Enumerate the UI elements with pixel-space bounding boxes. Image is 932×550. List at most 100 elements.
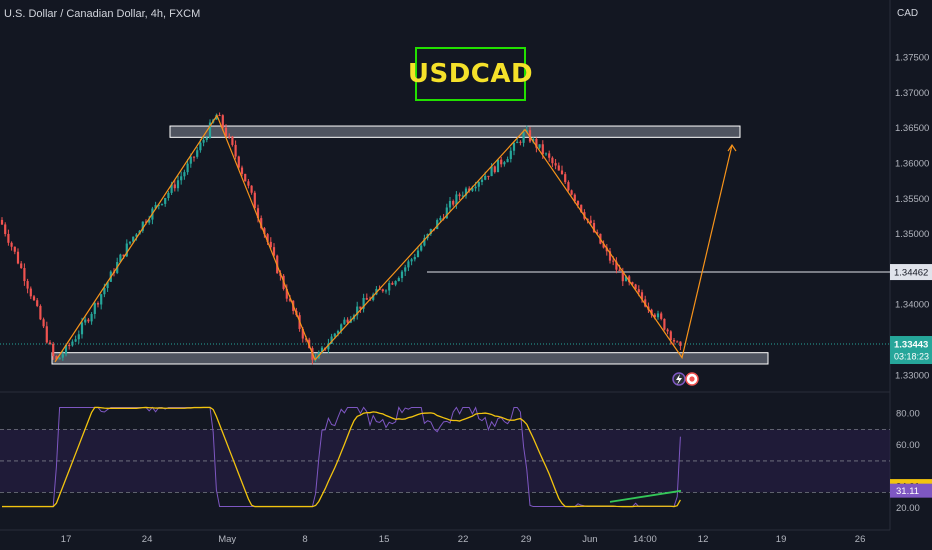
candle-body	[4, 224, 7, 234]
rsi-ma-line	[2, 406, 681, 508]
candle-body	[464, 188, 468, 196]
candle-body	[183, 172, 186, 177]
candle-body	[23, 268, 26, 282]
candle	[0, 217, 4, 226]
candle-body	[71, 341, 74, 346]
candle-body	[42, 319, 45, 327]
candle-body	[173, 184, 176, 189]
candle	[615, 257, 618, 274]
candle-body	[196, 150, 199, 157]
candle	[7, 229, 10, 246]
time-tick-label: 15	[379, 534, 390, 545]
level-price-label: 1.34462	[894, 268, 928, 279]
support-zone	[51, 352, 769, 365]
candle	[679, 341, 682, 351]
candle-body	[455, 194, 458, 205]
candle-body	[253, 192, 256, 209]
candle	[554, 159, 557, 170]
candle-body	[397, 278, 400, 282]
candle	[404, 264, 407, 276]
candle	[388, 280, 391, 296]
candle	[160, 203, 164, 206]
candle-body	[362, 297, 365, 309]
candle	[516, 138, 519, 144]
candle	[458, 192, 461, 200]
candle	[13, 246, 16, 255]
candle	[68, 342, 71, 350]
candle-body	[154, 204, 157, 209]
candle-body	[532, 138, 535, 142]
candle	[381, 288, 384, 293]
candle	[106, 281, 109, 292]
zigzag-path	[54, 114, 737, 363]
candle-body	[327, 343, 330, 350]
candle	[141, 221, 144, 233]
price-tick-label: 1.36500	[895, 123, 929, 134]
candle	[522, 129, 525, 147]
candle-body	[391, 283, 394, 285]
candle-body	[541, 144, 544, 155]
candle	[71, 339, 74, 347]
candle-body	[660, 313, 663, 319]
candle-body	[164, 198, 167, 204]
candle	[26, 278, 29, 294]
candle-body	[29, 288, 32, 297]
candle-body	[666, 329, 669, 332]
candle-body	[7, 233, 10, 243]
candle-body	[48, 342, 52, 344]
candle-body	[592, 223, 596, 233]
candle-body	[192, 156, 196, 158]
candle-body	[263, 228, 266, 235]
candle	[548, 150, 551, 162]
candle	[148, 215, 151, 225]
candle	[256, 204, 260, 223]
candle-body	[503, 162, 506, 165]
candle	[231, 135, 234, 147]
rsi-tick-label: 20.00	[896, 503, 920, 514]
candle-body	[471, 188, 474, 191]
candle	[503, 160, 506, 167]
candle-body	[602, 243, 605, 248]
candle	[544, 152, 548, 156]
candle-body	[237, 156, 240, 168]
candle-body	[141, 221, 144, 231]
candle-body	[320, 347, 324, 353]
candle	[23, 263, 26, 286]
horizontal-levels	[0, 271, 890, 345]
candle-body	[234, 144, 237, 157]
candle	[384, 289, 388, 294]
candle	[356, 301, 359, 320]
candle-body	[80, 322, 84, 335]
zigzag-arrowhead	[727, 144, 737, 152]
candle-body	[653, 314, 656, 318]
candle	[676, 340, 679, 343]
candle	[455, 191, 458, 209]
price-tick-label: 1.35000	[895, 229, 929, 240]
candle	[228, 133, 231, 139]
candle-body	[618, 269, 621, 271]
candle	[32, 294, 36, 302]
candle-body	[372, 294, 375, 300]
candle	[285, 284, 288, 302]
candle-body	[608, 251, 612, 261]
candle-body	[384, 290, 388, 292]
candle	[487, 175, 490, 180]
candle-body	[144, 221, 148, 223]
candle-body	[496, 159, 500, 173]
currency-label: CAD	[897, 8, 919, 19]
candle	[16, 248, 20, 265]
candle-body	[135, 234, 138, 237]
candle-body	[650, 309, 653, 315]
time-tick-label: 14:00	[633, 534, 657, 545]
candle-body	[544, 153, 548, 155]
price-tick-label: 1.36000	[895, 158, 929, 169]
candle	[535, 137, 538, 153]
candle-body	[20, 263, 23, 269]
rsi-trendline	[609, 489, 682, 503]
candle-body	[10, 242, 13, 247]
candle-body	[423, 238, 426, 246]
symbol-title[interactable]: U.S. Dollar / Canadian Dollar, 4h, FXCM	[4, 8, 201, 20]
candle-body	[340, 324, 343, 331]
candle-body	[487, 175, 490, 177]
candle-body	[631, 282, 634, 285]
